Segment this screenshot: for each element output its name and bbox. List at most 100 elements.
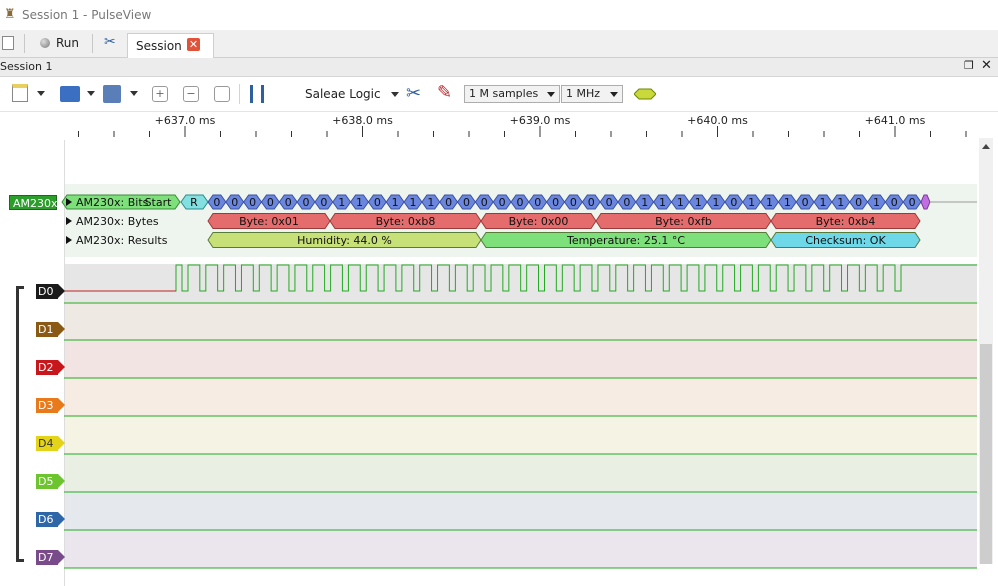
channel-background (64, 492, 977, 530)
d0-trace (64, 264, 977, 292)
probe-icon[interactable]: ✎ (437, 82, 453, 103)
decoder-bit-label: 0 (463, 196, 470, 209)
channel-label-d7[interactable]: D7 (36, 550, 65, 565)
channel-background (64, 454, 977, 492)
zoom-out-icon[interactable]: − (183, 86, 199, 102)
decoder-bit-label: 0 (588, 196, 595, 209)
decoder-bit-label: 1 (766, 196, 773, 209)
channel-background (64, 416, 977, 454)
expand-bytes-icon[interactable] (66, 217, 72, 225)
open-file-icon[interactable] (60, 86, 80, 102)
channel-label-d0[interactable]: D0 (36, 284, 65, 299)
channel-label-d3[interactable]: D3 (36, 398, 65, 413)
scroll-up-icon[interactable] (982, 144, 990, 149)
run-status-icon (40, 38, 50, 48)
decoder-row-bytes-label: AM230x: Bytes (76, 215, 159, 228)
add-decoder-icon[interactable] (633, 88, 657, 100)
tab-session-1[interactable]: Session 1 ✕ (127, 33, 214, 58)
session-title: Session 1 (0, 60, 53, 73)
decoder-bit-label: 0 (516, 196, 523, 209)
samples-select[interactable]: 1 M samples (464, 85, 560, 103)
decoder-bit-label: 1 (659, 196, 666, 209)
channel-label-d1[interactable]: D1 (36, 322, 65, 337)
save-file-icon[interactable] (103, 85, 121, 103)
decoder-bit-label: 1 (819, 196, 826, 209)
channel-background (64, 302, 977, 340)
chevron-down-icon[interactable] (391, 92, 399, 97)
chevron-down-icon[interactable] (37, 91, 45, 96)
settings-tools-icon[interactable]: ✂ (104, 34, 116, 50)
tab-session-label: Session 1 (136, 39, 194, 53)
decoder-bit-label: 0 (249, 196, 256, 209)
restore-icon[interactable]: ❐ (964, 59, 974, 72)
chevron-down-icon[interactable] (130, 91, 138, 96)
channel-label-d4[interactable]: D4 (36, 436, 65, 451)
decoder-row-bits-label: AM230x: Bits (76, 196, 149, 209)
decoder-bit-label: 0 (499, 196, 506, 209)
decoder-badge[interactable]: AM230x (9, 195, 58, 210)
decoder-bit-label: 0 (534, 196, 541, 209)
channel-background (64, 340, 977, 378)
scrollbar-thumb[interactable] (980, 344, 992, 564)
decoder-bit-label: 1 (392, 196, 399, 209)
vertical-scrollbar[interactable] (979, 138, 993, 564)
cursor-bar-left (250, 85, 253, 103)
decoder-badge-label: AM230x (13, 197, 58, 210)
expand-results-icon[interactable] (66, 236, 72, 244)
channel-name: D7 (38, 551, 54, 564)
device-config-icon[interactable]: ✂ (406, 83, 422, 104)
chevron-down-icon (547, 92, 555, 97)
cursor-bar-right (261, 85, 264, 103)
decoder-bit-label: 0 (374, 196, 381, 209)
decoder-bit-label: 1 (837, 196, 844, 209)
decoder-bit-label: 1 (338, 196, 345, 209)
chevron-down-icon[interactable] (87, 91, 95, 96)
channel-name: D3 (38, 399, 54, 412)
samples-value: 1 M samples (469, 87, 539, 100)
decoder-bit-label: 1 (713, 196, 720, 209)
window-title: Session 1 - PulseView (22, 8, 152, 22)
channel-group-bracket[interactable] (16, 286, 24, 562)
decoder-response-label: R (190, 196, 198, 209)
expand-bits-icon[interactable] (66, 198, 72, 206)
decoder-bit-label: 0 (213, 196, 220, 209)
decoder-bit-label: 0 (303, 196, 310, 209)
decoder-result-label: Humidity: 44.0 % (297, 234, 392, 247)
decoder-bit-label: 0 (570, 196, 577, 209)
decoder-bit-label: 1 (641, 196, 648, 209)
session-header: Session 1 ❐ ✕ (0, 58, 998, 77)
samplerate-select[interactable]: 1 MHz (561, 85, 623, 103)
decoder-bit-label: 0 (891, 196, 898, 209)
device-selector[interactable]: Saleae Logic (305, 87, 381, 101)
decoder-result-annotation (770, 232, 921, 248)
decoder-bit-label: 0 (909, 196, 916, 209)
new-view-icon[interactable] (12, 84, 28, 102)
decoder-bit-label: 0 (552, 196, 559, 209)
channel-label-d2[interactable]: D2 (36, 360, 65, 375)
decoder-bit-label: 0 (481, 196, 488, 209)
decoder-bit-label: 1 (356, 196, 363, 209)
decoder-byte-label: Byte: 0x00 (509, 215, 569, 228)
trace-canvas[interactable]: +637.0 ms +638.0 ms +639.0 ms +640.0 ms +641… (0, 111, 998, 586)
close-tab-icon[interactable]: ✕ (187, 38, 200, 51)
decoder-bit-label: 1 (873, 196, 880, 209)
channel-label-d6[interactable]: D6 (36, 512, 65, 527)
channel-name: D2 (38, 361, 54, 374)
channel-label-d5[interactable]: D5 (36, 474, 65, 489)
decoder-start-label: Start (145, 196, 173, 209)
chevron-down-icon (610, 92, 618, 97)
zoom-in-icon[interactable]: + (152, 86, 168, 102)
run-label: Run (56, 36, 80, 50)
decoder-byte-label: Byte: 0x01 (239, 215, 299, 228)
decoder-byte-label: Byte: 0xb8 (376, 215, 436, 228)
new-session-button[interactable] (2, 36, 14, 50)
close-session-icon[interactable]: ✕ (981, 58, 992, 73)
run-button[interactable]: Run (38, 34, 86, 53)
cursor-icon[interactable] (248, 85, 270, 103)
samplerate-value: 1 MHz (566, 87, 601, 100)
decoder-bit-label: 1 (748, 196, 755, 209)
channel-name: D4 (38, 437, 54, 450)
zoom-fit-icon[interactable] (214, 86, 230, 102)
decoder-bit-label: 0 (855, 196, 862, 209)
main-tab-bar: Run ✂ Session 1 ✕ (0, 30, 998, 58)
